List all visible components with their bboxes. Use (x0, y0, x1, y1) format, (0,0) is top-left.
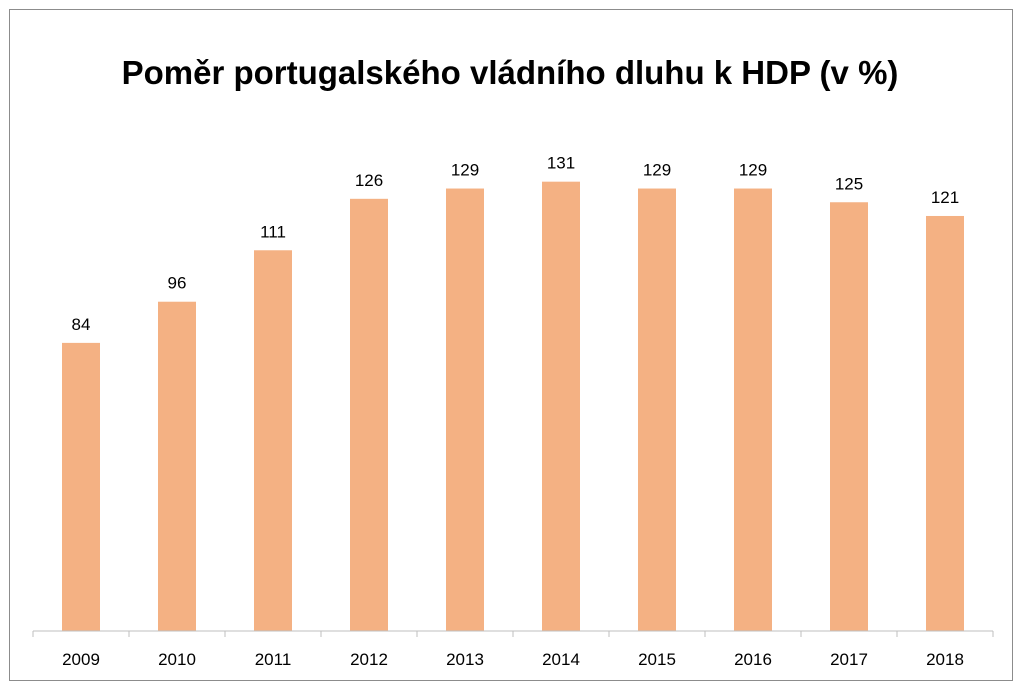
data-label-2011: 111 (260, 222, 286, 241)
x-tick-label-2016: 2016 (734, 650, 772, 669)
bar-2013 (446, 188, 484, 631)
bar-2018 (926, 215, 964, 631)
data-labels-layer: 84 96 111 126 129 131 129 129 125 121 (72, 154, 960, 334)
data-label-2018: 121 (931, 188, 959, 207)
x-tick-label-2013: 2013 (446, 650, 484, 669)
bar-2017 (830, 202, 868, 631)
bar-2016 (734, 188, 772, 631)
bar-2015 (638, 188, 676, 631)
bar-2014 (542, 181, 580, 632)
data-label-2009: 84 (72, 315, 91, 334)
data-label-2014: 131 (547, 154, 575, 173)
data-label-2015: 129 (643, 161, 671, 180)
x-axis: 2009 2010 2011 2012 2013 2014 2015 2016 2017 2018 (32, 630, 994, 669)
data-label-2013: 129 (451, 161, 479, 180)
x-tick-label-2009: 2009 (62, 650, 100, 669)
bar-2009 (62, 342, 100, 631)
x-tick-label-2015: 2015 (638, 650, 676, 669)
x-tick-label-2012: 2012 (350, 650, 388, 669)
bar-2010 (158, 301, 196, 631)
data-label-2016: 129 (739, 161, 767, 180)
bar-2012 (350, 198, 388, 631)
bars-layer (62, 181, 964, 632)
x-tick-label-2014: 2014 (542, 650, 580, 669)
bar-2011 (254, 250, 292, 631)
data-label-2017: 125 (835, 174, 863, 193)
x-tick-label-2011: 2011 (255, 650, 292, 669)
x-tick-label-2018: 2018 (926, 650, 964, 669)
chart-title: Poměr portugalského vládního dluhu k HDP… (121, 54, 899, 91)
x-tick-label-2010: 2010 (158, 650, 196, 669)
data-label-2012: 126 (355, 171, 383, 190)
data-label-2010: 96 (168, 274, 187, 293)
x-tick-label-2017: 2017 (830, 650, 868, 669)
